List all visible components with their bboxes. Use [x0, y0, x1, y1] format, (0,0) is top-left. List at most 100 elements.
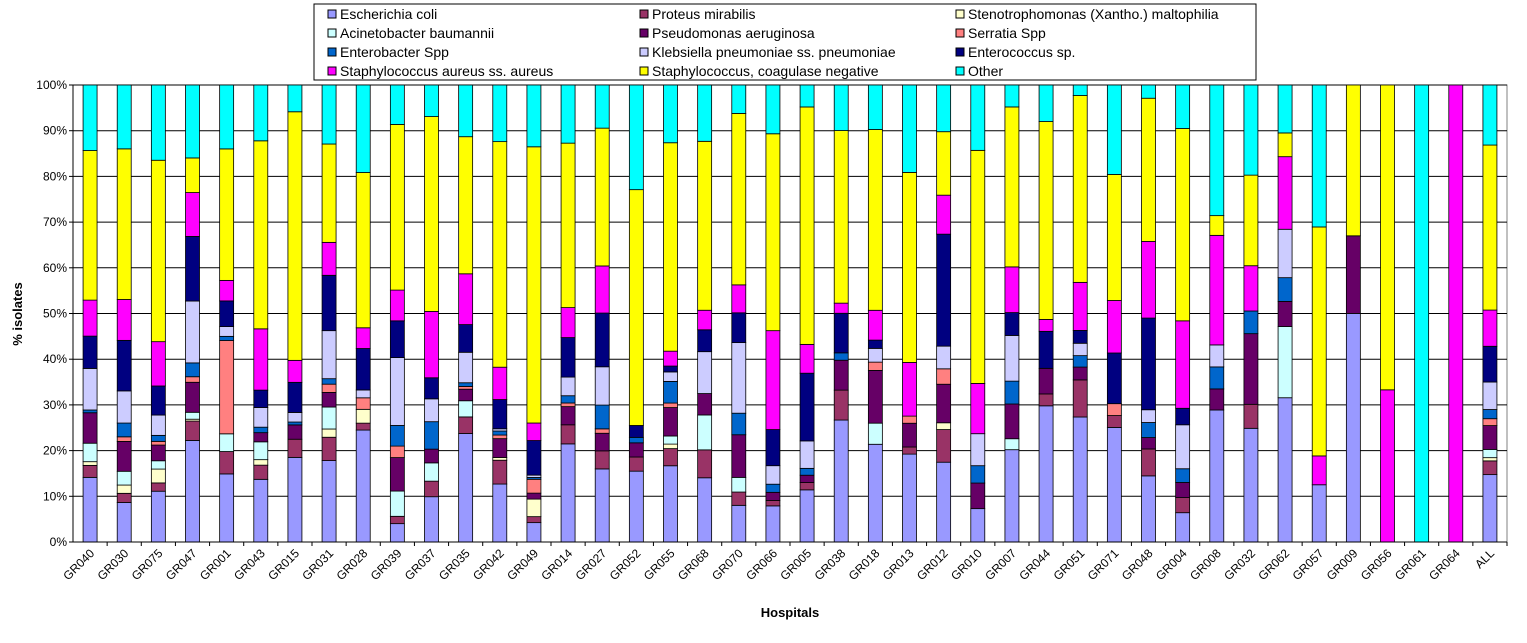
bar-segment-GR057-12	[1311, 84, 1327, 228]
bar-segment-ALL-7	[1482, 409, 1498, 420]
bar-segment-GR068-12	[697, 84, 713, 142]
bar-segment-GR001-8	[219, 326, 235, 337]
bar-segment-GR043-2	[253, 464, 269, 480]
bar-segment-GR012-9	[936, 233, 952, 347]
bar-segment-GR005-5	[799, 474, 815, 483]
x-tick-label: GR015	[265, 546, 302, 583]
bar-segment-GR037-7	[424, 421, 439, 450]
bar-segment-GR035-2	[458, 416, 474, 434]
x-tick-label: GR008	[1187, 546, 1224, 583]
bar-segment-GR031-9	[321, 274, 337, 332]
bar-segment-GR042-10	[492, 366, 508, 400]
bar-segment-GR043-12	[253, 84, 269, 142]
bar-segment-GR009-1	[1345, 313, 1361, 543]
bar-segment-GR070-1	[731, 504, 747, 543]
bar-segment-GR014-9	[560, 337, 576, 378]
x-tick-label: GR055	[641, 546, 678, 583]
bar-segment-GR075-1	[150, 490, 166, 543]
bar-segment-GR035-6	[458, 386, 474, 390]
legend-label: Acinetobacter baumannii	[340, 25, 494, 41]
x-tick-label: GR032	[1221, 546, 1258, 583]
bar-segment-GR039-6	[389, 445, 405, 458]
bar-segment-GR032-1	[1243, 427, 1259, 543]
bar-segment-GR057-10	[1311, 455, 1327, 486]
bar-segment-GR043-10	[253, 328, 269, 391]
bar-segment-GR010-1	[970, 508, 986, 543]
bar-segment-GR027-1	[594, 468, 610, 543]
bar-segment-GR068-11	[697, 140, 713, 311]
bar-segment-GR013-10	[902, 362, 917, 417]
x-tick-label: GR042	[470, 546, 507, 583]
bar-segment-GR031-8	[321, 330, 337, 380]
bar-segment-GR049-5	[526, 492, 542, 500]
legend-swatch	[327, 28, 337, 38]
x-tick-label: GR043	[231, 546, 268, 583]
y-tick-label: 100%	[36, 78, 67, 92]
bar-segment-GR048-12	[1141, 84, 1156, 99]
bar-segment-ALL-2	[1482, 460, 1498, 476]
bar-segment-GR013-1	[902, 453, 917, 543]
bar-segment-GR038-12	[833, 84, 849, 131]
x-tick-label: GR039	[368, 546, 405, 583]
x-tick-label: GR057	[1290, 546, 1327, 583]
bar-segment-GR044-5	[1038, 367, 1054, 395]
legend-label: Pseudomonas aeruginosa	[652, 25, 815, 41]
bar-segment-GR028-10	[355, 327, 371, 349]
bar-segment-GR027-7	[594, 404, 610, 430]
bar-segment-GR027-10	[594, 265, 610, 314]
bar-segment-GR075-5	[150, 444, 166, 462]
bar-segment-ALL-9	[1482, 345, 1498, 383]
bar-segment-GR070-10	[731, 284, 747, 314]
bar-segment-GR051-5	[1072, 366, 1088, 381]
legend-swatch	[639, 9, 649, 19]
bar-segment-GR008-10	[1209, 234, 1225, 346]
bar-segment-GR049-6	[526, 478, 542, 494]
bar-segment-GR031-6	[321, 383, 337, 393]
bar-segment-GR004-2	[1175, 497, 1191, 514]
bar-segment-GR030-3	[116, 484, 132, 494]
bar-segment-GR031-5	[321, 392, 337, 408]
bar-segment-GR051-1	[1072, 416, 1088, 543]
bar-segment-GR040-2	[82, 464, 98, 478]
bar-segment-GR037-10	[424, 311, 439, 379]
bar-segment-GR032-2	[1243, 403, 1259, 429]
bar-segment-GR047-4	[185, 411, 200, 420]
bar-segment-GR068-5	[697, 393, 713, 416]
bar-segment-GR031-1	[321, 460, 337, 543]
bar-segment-GR071-1	[1106, 427, 1122, 543]
bar-segment-GR028-8	[355, 389, 371, 399]
bar-segment-GR075-9	[150, 385, 166, 416]
x-tick-label: GR010	[948, 546, 985, 583]
bar-segment-GR064-10	[1448, 84, 1464, 543]
x-tick-label: GR005	[777, 546, 814, 583]
bar-segment-GR052-7	[628, 436, 644, 444]
bar-segment-GR047-11	[185, 157, 200, 193]
bar-segment-GR014-10	[560, 307, 576, 338]
bar-segment-GR004-11	[1175, 128, 1191, 322]
legend-swatch	[327, 66, 337, 76]
bar-segment-GR070-4	[731, 476, 747, 493]
bar-segment-GR030-7	[116, 422, 132, 438]
bar-segment-GR030-10	[116, 299, 132, 341]
bar-segment-GR062-12	[1277, 84, 1293, 134]
bar-segment-GR048-1	[1141, 475, 1156, 543]
bar-segment-GR052-11	[628, 189, 644, 426]
bar-segment-GR075-10	[150, 341, 166, 387]
bar-segment-GR042-1	[492, 483, 508, 543]
bar-segment-GR039-12	[389, 84, 405, 125]
bar-segment-GR055-2	[663, 448, 678, 467]
x-tick-label: GR037	[402, 546, 439, 583]
bar-segment-GR068-1	[697, 477, 713, 543]
bar-segment-GR018-10	[867, 309, 883, 341]
bar-segment-GR042-9	[492, 399, 508, 430]
bar-segment-GR035-1	[458, 433, 474, 543]
bar-segment-GR007-5	[1004, 403, 1020, 440]
bar-segment-GR048-7	[1141, 422, 1156, 438]
bar-segment-GR032-5	[1243, 333, 1259, 405]
y-axis-title: % isolates	[10, 282, 25, 346]
bar-segment-ALL-1	[1482, 474, 1498, 543]
bar-segment-GR009-5	[1345, 235, 1361, 314]
bar-segment-GR001-10	[219, 279, 235, 302]
bar-segment-GR043-3	[253, 459, 269, 466]
bar-segment-GR001-1	[219, 473, 235, 543]
